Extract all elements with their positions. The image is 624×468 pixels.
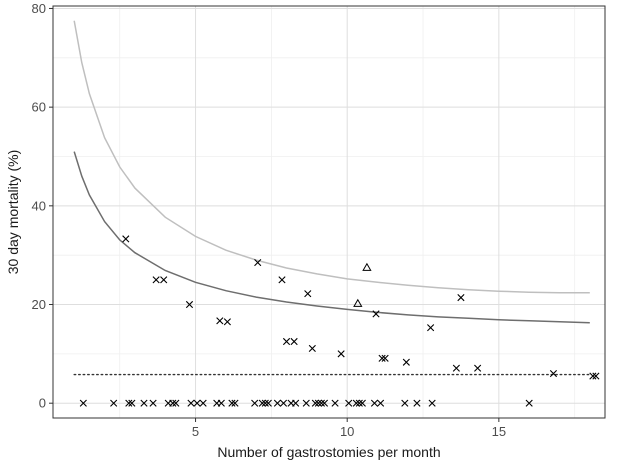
triangle-point: [353, 298, 363, 307]
cross-point: [345, 399, 353, 407]
cross-point: [264, 399, 272, 407]
cross-point: [258, 399, 266, 407]
cross-point: [370, 399, 379, 407]
cross-point: [149, 399, 157, 407]
cross-point: [217, 399, 225, 407]
cross-point: [302, 399, 310, 407]
cross-point: [172, 399, 180, 407]
cross-point: [228, 399, 236, 407]
cross-point: [152, 276, 160, 284]
cross-point: [549, 370, 558, 378]
cross-point: [525, 399, 533, 407]
y-axis-ticks: 0 20 40 60 80: [32, 1, 53, 411]
cross-point: [110, 399, 118, 407]
cross-point: [592, 372, 600, 380]
upper-curve: [73, 20, 590, 294]
cross-point: [376, 399, 385, 407]
cross-point: [308, 344, 316, 353]
cross-point: [187, 399, 195, 407]
x-axis-ticks: 5 10 15: [192, 418, 506, 439]
cross-point: [402, 358, 410, 366]
cross-point: [331, 399, 339, 407]
cross-point: [122, 235, 130, 243]
panel-border: [52, 5, 606, 419]
cross-point: [231, 399, 239, 407]
x-axis-title: Number of gastrostomies per month: [217, 444, 440, 460]
cross-point: [185, 300, 194, 309]
cross-point: [457, 294, 465, 302]
cross-point: [320, 399, 329, 407]
cross-point: [589, 372, 597, 380]
cross-point: [314, 399, 322, 407]
y-tick-label: 0: [39, 396, 46, 411]
y-tick-label: 40: [32, 198, 46, 213]
cross-point: [372, 310, 380, 318]
cross-point: [193, 399, 201, 407]
cross-point: [282, 337, 291, 346]
cross-point: [413, 399, 421, 407]
x-tick-label: 10: [340, 424, 354, 439]
cross-point: [128, 399, 136, 407]
cross-point: [304, 290, 312, 298]
data-points: [79, 235, 600, 407]
cross-point: [427, 324, 435, 332]
cross-point: [317, 399, 326, 407]
cross-point: [125, 399, 133, 407]
cross-point: [337, 350, 345, 358]
cross-point: [401, 399, 409, 407]
x-tick-label: 5: [192, 424, 199, 439]
y-tick-label: 60: [32, 100, 46, 115]
cross-point: [428, 399, 436, 407]
trend-lines: [73, 20, 591, 376]
cross-point: [216, 317, 224, 325]
cross-point: [292, 399, 300, 407]
cross-point: [381, 354, 389, 362]
cross-point: [474, 364, 482, 372]
cross-point: [140, 399, 148, 407]
x-tick-label: 15: [492, 424, 506, 439]
cross-point: [169, 399, 177, 407]
grid: [53, 6, 605, 418]
cross-point: [355, 399, 363, 407]
cross-point: [358, 399, 366, 407]
lower-curve: [73, 151, 590, 324]
cross-point: [79, 399, 87, 407]
cross-point: [290, 337, 298, 346]
y-axis-title: 30 day mortality (%): [5, 150, 21, 274]
cross-point: [279, 399, 288, 407]
cross-point: [452, 364, 460, 372]
cross-point: [251, 399, 259, 407]
y-tick-label: 20: [32, 297, 46, 312]
cross-point: [311, 399, 319, 407]
cross-point: [273, 399, 282, 407]
cross-point: [378, 354, 386, 362]
cross-point: [278, 276, 286, 284]
cross-point: [352, 399, 360, 407]
triangle-point: [362, 262, 372, 271]
cross-point: [261, 399, 269, 407]
y-tick-label: 80: [32, 1, 46, 16]
cross-point: [254, 258, 262, 267]
cross-point: [199, 399, 207, 407]
cross-point: [223, 318, 231, 326]
cross-point: [160, 276, 168, 284]
